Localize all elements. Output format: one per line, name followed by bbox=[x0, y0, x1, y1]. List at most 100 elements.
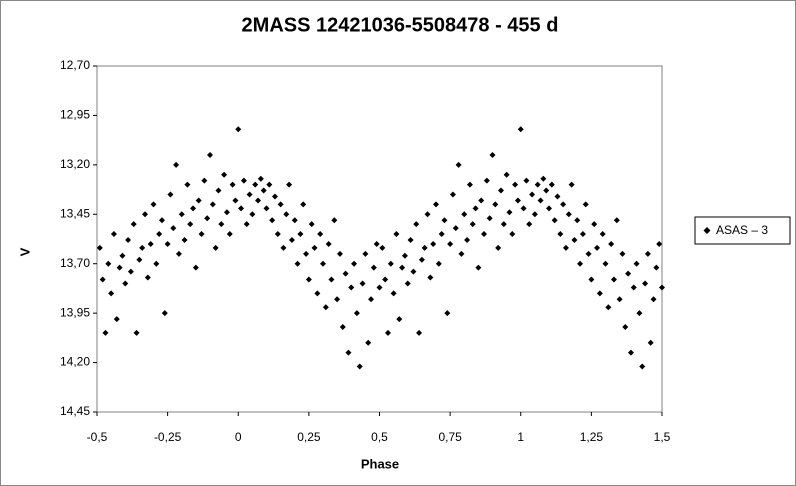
data-point bbox=[201, 177, 208, 184]
data-point bbox=[238, 205, 245, 212]
data-point bbox=[229, 181, 236, 188]
data-point bbox=[362, 250, 369, 257]
data-point bbox=[475, 264, 482, 271]
data-point bbox=[390, 290, 397, 297]
data-point bbox=[351, 260, 358, 267]
data-point bbox=[356, 363, 363, 370]
data-point bbox=[481, 231, 488, 238]
data-point bbox=[486, 215, 493, 222]
x-tick-label: 1,5 bbox=[654, 430, 671, 444]
data-point bbox=[243, 221, 250, 228]
data-point bbox=[526, 221, 533, 228]
data-point bbox=[630, 284, 637, 291]
data-point bbox=[274, 231, 281, 238]
data-point bbox=[636, 310, 643, 317]
data-point bbox=[269, 217, 276, 224]
data-point bbox=[187, 221, 194, 228]
y-axis-label: V bbox=[17, 247, 32, 256]
x-tick-label: 1 bbox=[517, 430, 524, 444]
data-point bbox=[119, 252, 126, 259]
data-point bbox=[608, 240, 615, 247]
data-point bbox=[382, 276, 389, 283]
data-point bbox=[325, 240, 332, 247]
data-point bbox=[110, 231, 117, 238]
data-point bbox=[99, 276, 106, 283]
data-point bbox=[568, 181, 575, 188]
data-point bbox=[469, 221, 476, 228]
data-point bbox=[449, 191, 456, 198]
data-point bbox=[427, 274, 434, 281]
data-point bbox=[458, 250, 465, 257]
data-point bbox=[407, 236, 414, 243]
data-point bbox=[520, 205, 527, 212]
data-point bbox=[560, 201, 567, 208]
data-point bbox=[393, 231, 400, 238]
data-point bbox=[546, 205, 552, 212]
data-point bbox=[96, 244, 103, 251]
data-point bbox=[164, 240, 171, 247]
data-point bbox=[571, 236, 578, 243]
data-point bbox=[257, 175, 264, 182]
data-point bbox=[435, 260, 442, 267]
data-point bbox=[147, 240, 154, 247]
legend-box bbox=[694, 216, 791, 245]
data-point bbox=[235, 126, 242, 133]
data-point bbox=[531, 211, 538, 218]
x-tick-label: 0,5 bbox=[371, 430, 388, 444]
data-point bbox=[548, 181, 555, 188]
data-point bbox=[653, 264, 660, 271]
y-tick-label: 13,70 bbox=[60, 256, 90, 270]
data-point bbox=[506, 209, 513, 216]
data-point bbox=[178, 211, 185, 218]
data-point bbox=[588, 276, 595, 283]
data-point bbox=[557, 231, 564, 238]
data-point bbox=[401, 252, 408, 259]
data-point bbox=[339, 323, 346, 330]
data-point bbox=[336, 250, 343, 257]
data-point bbox=[478, 197, 485, 204]
data-point bbox=[455, 161, 462, 168]
data-point bbox=[161, 310, 168, 317]
data-point bbox=[136, 256, 143, 263]
x-tick-label: 0 bbox=[235, 430, 242, 444]
data-point bbox=[416, 329, 423, 336]
data-point bbox=[376, 284, 383, 291]
y-tick-label: 13,45 bbox=[60, 206, 90, 220]
data-point bbox=[644, 250, 651, 257]
data-point bbox=[353, 310, 360, 317]
data-point bbox=[619, 250, 626, 257]
data-point bbox=[226, 231, 233, 238]
data-point bbox=[175, 250, 182, 257]
data-point bbox=[209, 201, 216, 208]
data-point bbox=[622, 323, 629, 330]
data-point bbox=[142, 211, 149, 218]
data-point bbox=[534, 181, 541, 188]
y-tick-label: 12,95 bbox=[60, 108, 90, 122]
data-point bbox=[396, 316, 403, 323]
y-tick-label: 14,45 bbox=[60, 404, 90, 418]
data-point bbox=[266, 181, 273, 188]
data-point bbox=[591, 221, 598, 228]
data-point bbox=[240, 177, 247, 184]
plot-area bbox=[96, 65, 663, 413]
data-point bbox=[345, 349, 352, 356]
data-point bbox=[317, 231, 324, 238]
data-point bbox=[489, 151, 496, 158]
data-point bbox=[596, 290, 603, 297]
data-point bbox=[153, 260, 160, 267]
data-point bbox=[133, 329, 140, 336]
data-point bbox=[370, 264, 377, 271]
data-point bbox=[260, 187, 267, 194]
data-point bbox=[602, 260, 609, 267]
data-point bbox=[647, 339, 654, 346]
data-point bbox=[424, 211, 431, 218]
data-point bbox=[122, 280, 129, 287]
data-point bbox=[300, 201, 307, 208]
data-point bbox=[105, 260, 112, 267]
data-point bbox=[447, 240, 454, 247]
data-point bbox=[551, 217, 558, 224]
data-point bbox=[322, 304, 329, 311]
data-point bbox=[255, 197, 262, 204]
chart-title: 2MASS 12421036-5508478 - 455 d bbox=[242, 14, 559, 36]
y-tick-label: 14,20 bbox=[60, 355, 90, 369]
